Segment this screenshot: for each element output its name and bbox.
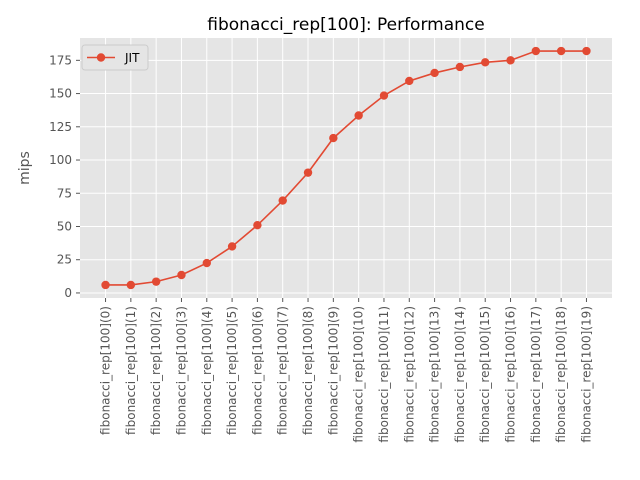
data-point [506, 56, 515, 65]
x-tick-label: fibonacci_rep[100](6) [250, 306, 264, 435]
data-point [177, 270, 186, 280]
data-point [126, 280, 136, 290]
x-tick-label: fibonacci_rep[100](14) [453, 306, 467, 443]
legend-label: JIT [124, 51, 140, 65]
x-axis: fibonacci_rep[100](0) fibonacci_rep[100](… [99, 298, 593, 443]
y-tick-label: 175 [49, 53, 72, 67]
x-tick-label: fibonacci_rep[100](2) [149, 306, 163, 435]
data-point [253, 220, 262, 230]
chart-title: fibonacci_rep[100]: Performance [207, 15, 484, 35]
data-point [101, 280, 110, 290]
y-tick-label: 75 [57, 186, 72, 200]
data-point [556, 46, 566, 56]
x-tick-label: fibonacci_rep[100](12) [402, 306, 416, 443]
y-tick-label: 50 [57, 219, 72, 233]
y-tick-label: 125 [49, 120, 72, 134]
data-point [151, 277, 161, 286]
legend-marker [96, 53, 106, 62]
data-point [354, 111, 363, 120]
x-tick-label: fibonacci_rep[100](8) [301, 306, 315, 435]
data-point [202, 258, 211, 268]
x-tick-label: fibonacci_rep[100](17) [529, 306, 543, 443]
y-axis: 0 25 50 75 100 125 150 175 [49, 53, 80, 300]
data-point [329, 133, 338, 143]
y-tick-label: 150 [49, 87, 72, 101]
x-tick-label: fibonacci_rep[100](19) [579, 306, 593, 443]
x-tick-label: fibonacci_rep[100](11) [377, 306, 391, 443]
x-tick-label: fibonacci_rep[100](4) [200, 306, 214, 435]
x-tick-label: fibonacci_rep[100](3) [174, 306, 188, 435]
data-point [303, 168, 313, 177]
y-tick-label: 100 [49, 153, 72, 167]
data-point [379, 91, 389, 100]
data-point [531, 46, 541, 56]
data-point [227, 242, 237, 251]
data-point [481, 58, 490, 67]
x-tick-label: fibonacci_rep[100](10) [352, 306, 366, 443]
y-tick-label: 25 [57, 253, 72, 267]
x-tick-label: fibonacci_rep[100](9) [326, 306, 340, 435]
x-tick-label: fibonacci_rep[100](16) [504, 306, 518, 443]
series-group [101, 46, 591, 290]
data-point [405, 76, 414, 86]
x-tick-label: fibonacci_rep[100](0) [99, 306, 113, 435]
y-tick-label: 0 [64, 286, 72, 300]
data-point [455, 62, 465, 72]
x-tick-label: fibonacci_rep[100](18) [554, 306, 568, 443]
plot-area [80, 38, 612, 298]
x-tick-label: fibonacci_rep[100](13) [428, 306, 442, 443]
series-line [105, 50, 587, 286]
x-tick-label: fibonacci_rep[100](1) [124, 306, 138, 435]
y-axis-label: mips [17, 151, 33, 185]
legend: JIT [81, 44, 149, 71]
data-point [430, 68, 439, 78]
x-tick-label: fibonacci_rep[100](15) [478, 306, 492, 443]
x-tick-label: fibonacci_rep[100](7) [276, 306, 290, 435]
data-point [278, 196, 287, 205]
x-tick-label: fibonacci_rep[100](5) [225, 306, 239, 435]
data-point [582, 46, 591, 56]
grid [80, 38, 612, 298]
